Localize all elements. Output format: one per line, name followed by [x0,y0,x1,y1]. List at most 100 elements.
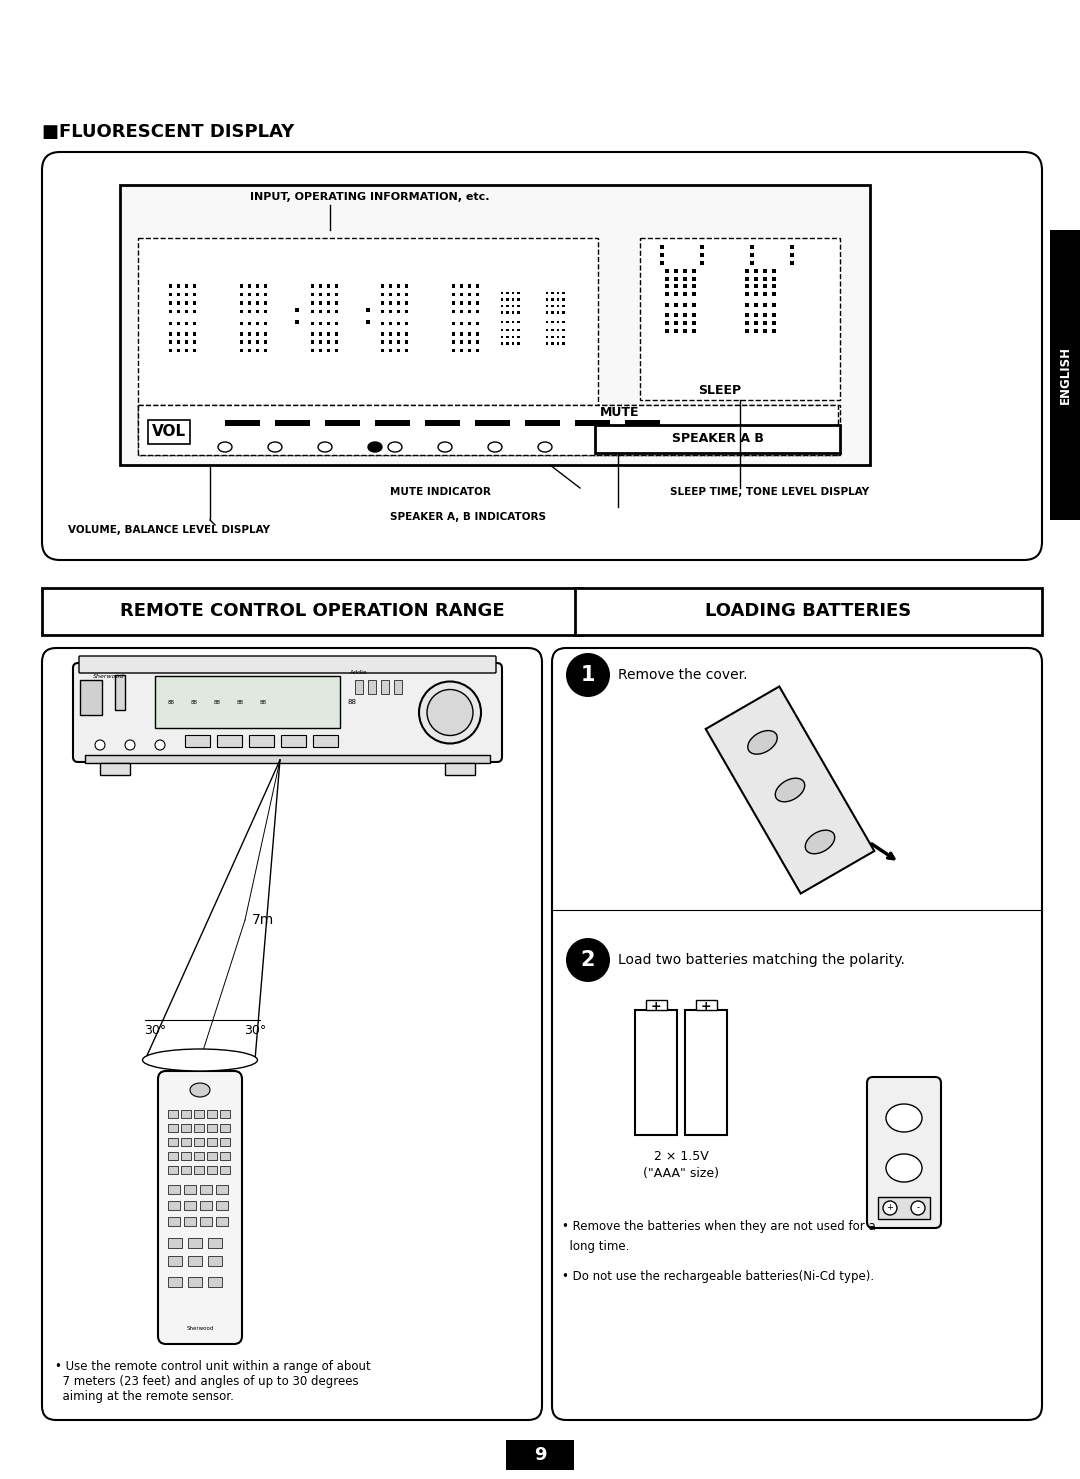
Bar [674,277,678,281]
Bar [460,302,463,305]
Bar [335,340,338,345]
Bar [517,342,519,345]
Bar [696,1000,716,1010]
Bar [468,309,471,314]
Bar [319,309,322,314]
Bar [256,293,259,296]
Bar [468,302,471,305]
Bar [389,302,392,305]
Ellipse shape [438,442,453,453]
Text: +: + [701,1000,712,1013]
Bar [563,299,565,300]
Bar [1050,231,1080,521]
Bar [264,293,268,296]
Bar [762,293,767,296]
Bar [168,284,172,288]
Bar [563,336,565,339]
Bar [366,308,370,312]
Bar [512,336,514,339]
Bar [177,340,180,345]
Bar [396,349,401,352]
Bar [405,293,408,296]
Bar [557,312,559,314]
Ellipse shape [143,1049,257,1071]
Bar [168,1152,178,1160]
Bar [683,321,687,325]
Bar [772,277,777,281]
Bar [507,342,509,345]
Bar [789,253,794,257]
Text: +: + [650,1000,661,1013]
Text: VOL: VOL [152,424,186,439]
Bar [674,269,678,272]
Bar [405,309,408,314]
Text: SPEAKER A, B INDICATORS: SPEAKER A, B INDICATORS [390,512,546,522]
Bar [476,331,480,336]
Ellipse shape [747,731,778,754]
Text: 88: 88 [259,700,267,704]
Text: SPEAKER A B: SPEAKER A B [672,432,764,445]
Bar [194,1165,204,1174]
Bar [311,321,314,325]
Bar [665,277,669,281]
Bar [264,349,268,352]
Bar [168,1111,178,1118]
Bar [745,314,750,317]
Text: 30°: 30° [244,1023,266,1037]
Text: INPUT, OPERATING INFORMATION, etc.: INPUT, OPERATING INFORMATION, etc. [249,192,489,203]
Bar [674,293,678,296]
Text: 88: 88 [348,700,356,705]
Text: 30°: 30° [144,1023,166,1037]
Text: Load two batteries matching the polarity.: Load two batteries matching the polarity… [618,952,905,967]
Bar [380,293,384,296]
Bar [507,312,509,314]
FancyBboxPatch shape [42,648,542,1420]
Bar [275,420,310,426]
Bar [168,1201,180,1210]
Bar [177,331,180,336]
Bar [311,293,314,296]
Bar [177,284,180,288]
Bar [405,331,408,336]
Bar [468,331,471,336]
Bar [405,321,408,325]
Bar [665,321,669,325]
Bar [692,293,696,296]
Bar [552,342,554,345]
Bar [772,293,777,296]
Bar [692,284,696,288]
FancyBboxPatch shape [552,648,1042,1420]
Bar [208,1238,222,1248]
Bar [256,309,259,314]
Bar [207,1152,217,1160]
Bar [451,349,455,352]
Bar [557,328,559,331]
Bar [683,269,687,272]
Bar [396,321,401,325]
Bar [185,309,188,314]
Bar [138,238,598,438]
Bar [754,303,758,308]
Ellipse shape [368,442,382,453]
Bar [445,763,475,775]
Bar [168,1217,180,1226]
Bar [381,680,389,694]
Bar [281,735,306,747]
Bar [745,303,750,308]
Bar [674,314,678,317]
Bar [319,340,322,345]
Bar [546,321,549,322]
Bar [512,305,514,308]
Bar [517,336,519,339]
Ellipse shape [538,442,552,453]
Ellipse shape [156,740,165,750]
Bar [683,303,687,308]
Bar [200,1185,212,1194]
Ellipse shape [190,1083,210,1097]
Bar [476,349,480,352]
Text: 88: 88 [190,700,198,704]
Bar [80,680,102,714]
Bar [177,293,180,296]
Bar [692,314,696,317]
Bar [220,1111,230,1118]
